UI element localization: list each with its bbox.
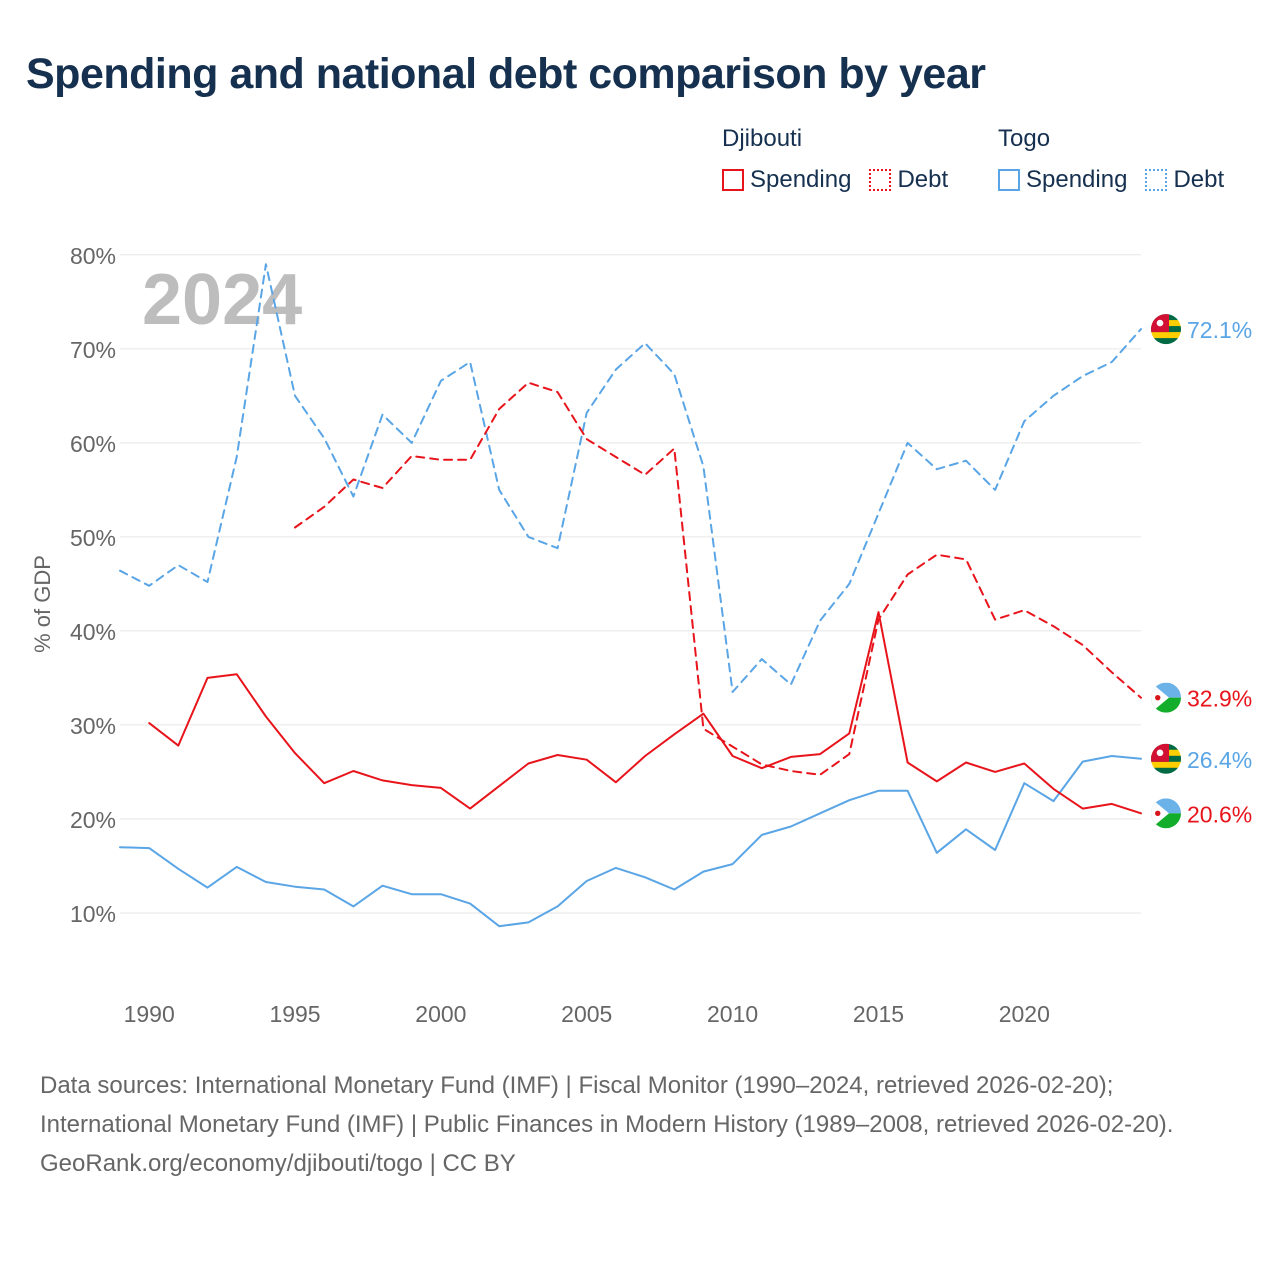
y-tick-label: 30%	[70, 713, 116, 739]
y-tick-label: 60%	[70, 431, 116, 457]
solid-line-swatch-icon	[998, 169, 1020, 191]
x-tick-label: 2015	[853, 1001, 904, 1027]
legend-group-name: Djibouti	[722, 125, 803, 152]
x-tick-label: 2010	[707, 1001, 758, 1027]
y-tick-label: 80%	[70, 243, 116, 269]
end-value-label: 72.1%	[1187, 317, 1252, 343]
series-line-djibouti-debt	[294, 381, 1142, 776]
x-tick-label: 2020	[999, 1001, 1050, 1027]
x-axis-ticks: 1990 1995 2000 2005 2010 2015 2020	[124, 1001, 1050, 1027]
y-tick-label: 20%	[70, 807, 116, 833]
chart-title: Spending and national debt comparison by…	[26, 50, 986, 98]
year-watermark: 2024	[142, 260, 302, 340]
credit-line: GeoRank.org/economy/djibouti/togo | CC B…	[40, 1150, 516, 1177]
end-value-label: 32.9%	[1187, 686, 1252, 712]
togo-flag-icon	[1151, 743, 1181, 774]
legend-item-label: Spending	[1026, 166, 1128, 193]
legend-item-label: Debt	[897, 166, 949, 193]
legend-item-label: Spending	[750, 166, 852, 193]
togo-flag-icon	[1151, 314, 1181, 345]
y-tick-label: 40%	[70, 619, 116, 645]
legend-item-djibouti-debt[interactable]: Debt	[869, 166, 948, 194]
legend-item-togo-spending[interactable]: Spending	[998, 166, 1127, 194]
dotted-line-swatch-icon	[1145, 169, 1168, 191]
series-line-djibouti-spending	[148, 611, 1142, 815]
x-tick-label: 1995	[269, 1001, 320, 1027]
legend-item-togo-debt[interactable]: Debt	[1145, 166, 1224, 194]
y-axis-ticks: 10% 20% 30% 40% 50% 60% 70% 80%	[70, 243, 116, 927]
solid-line-swatch-icon	[722, 169, 744, 191]
grid-lines	[120, 254, 1141, 914]
end-value-label: 20.6%	[1187, 801, 1252, 827]
legend-group-name: Togo	[998, 125, 1051, 152]
legend-item-label: Debt	[1173, 166, 1225, 193]
djibouti-flag-icon	[1151, 682, 1181, 713]
legend-item-djibouti-spending[interactable]: Spending	[722, 166, 851, 194]
y-tick-label: 70%	[70, 337, 116, 363]
legend-group-djibouti: Djibouti Spending Debt	[722, 122, 966, 194]
data-sources: Data sources: International Monetary Fun…	[40, 1072, 1174, 1138]
y-tick-label: 50%	[70, 525, 116, 551]
series-lines	[119, 263, 1142, 928]
end-value-label: 26.4%	[1187, 747, 1252, 773]
x-tick-label: 1990	[124, 1001, 175, 1027]
line-chart: 2024 % of GDP 10% 20% 30% 40% 50% 60% 70% 80% 1…	[30, 243, 1252, 1027]
x-tick-label: 2000	[415, 1001, 466, 1027]
x-tick-label: 2005	[561, 1001, 612, 1027]
series-line-togo-debt	[119, 263, 1142, 693]
djibouti-flag-icon	[1151, 798, 1181, 829]
y-tick-label: 10%	[70, 901, 116, 927]
y-axis-label: % of GDP	[30, 555, 55, 653]
footer: Data sources: International Monetary Fun…	[40, 1066, 1240, 1183]
dotted-line-swatch-icon	[869, 169, 892, 191]
end-markers: 72.1% 32.9% 26.4% 20.6%	[1151, 314, 1252, 829]
series-line-togo-spending	[119, 755, 1142, 928]
legend-group-togo: Togo Spending Debt	[998, 122, 1224, 194]
